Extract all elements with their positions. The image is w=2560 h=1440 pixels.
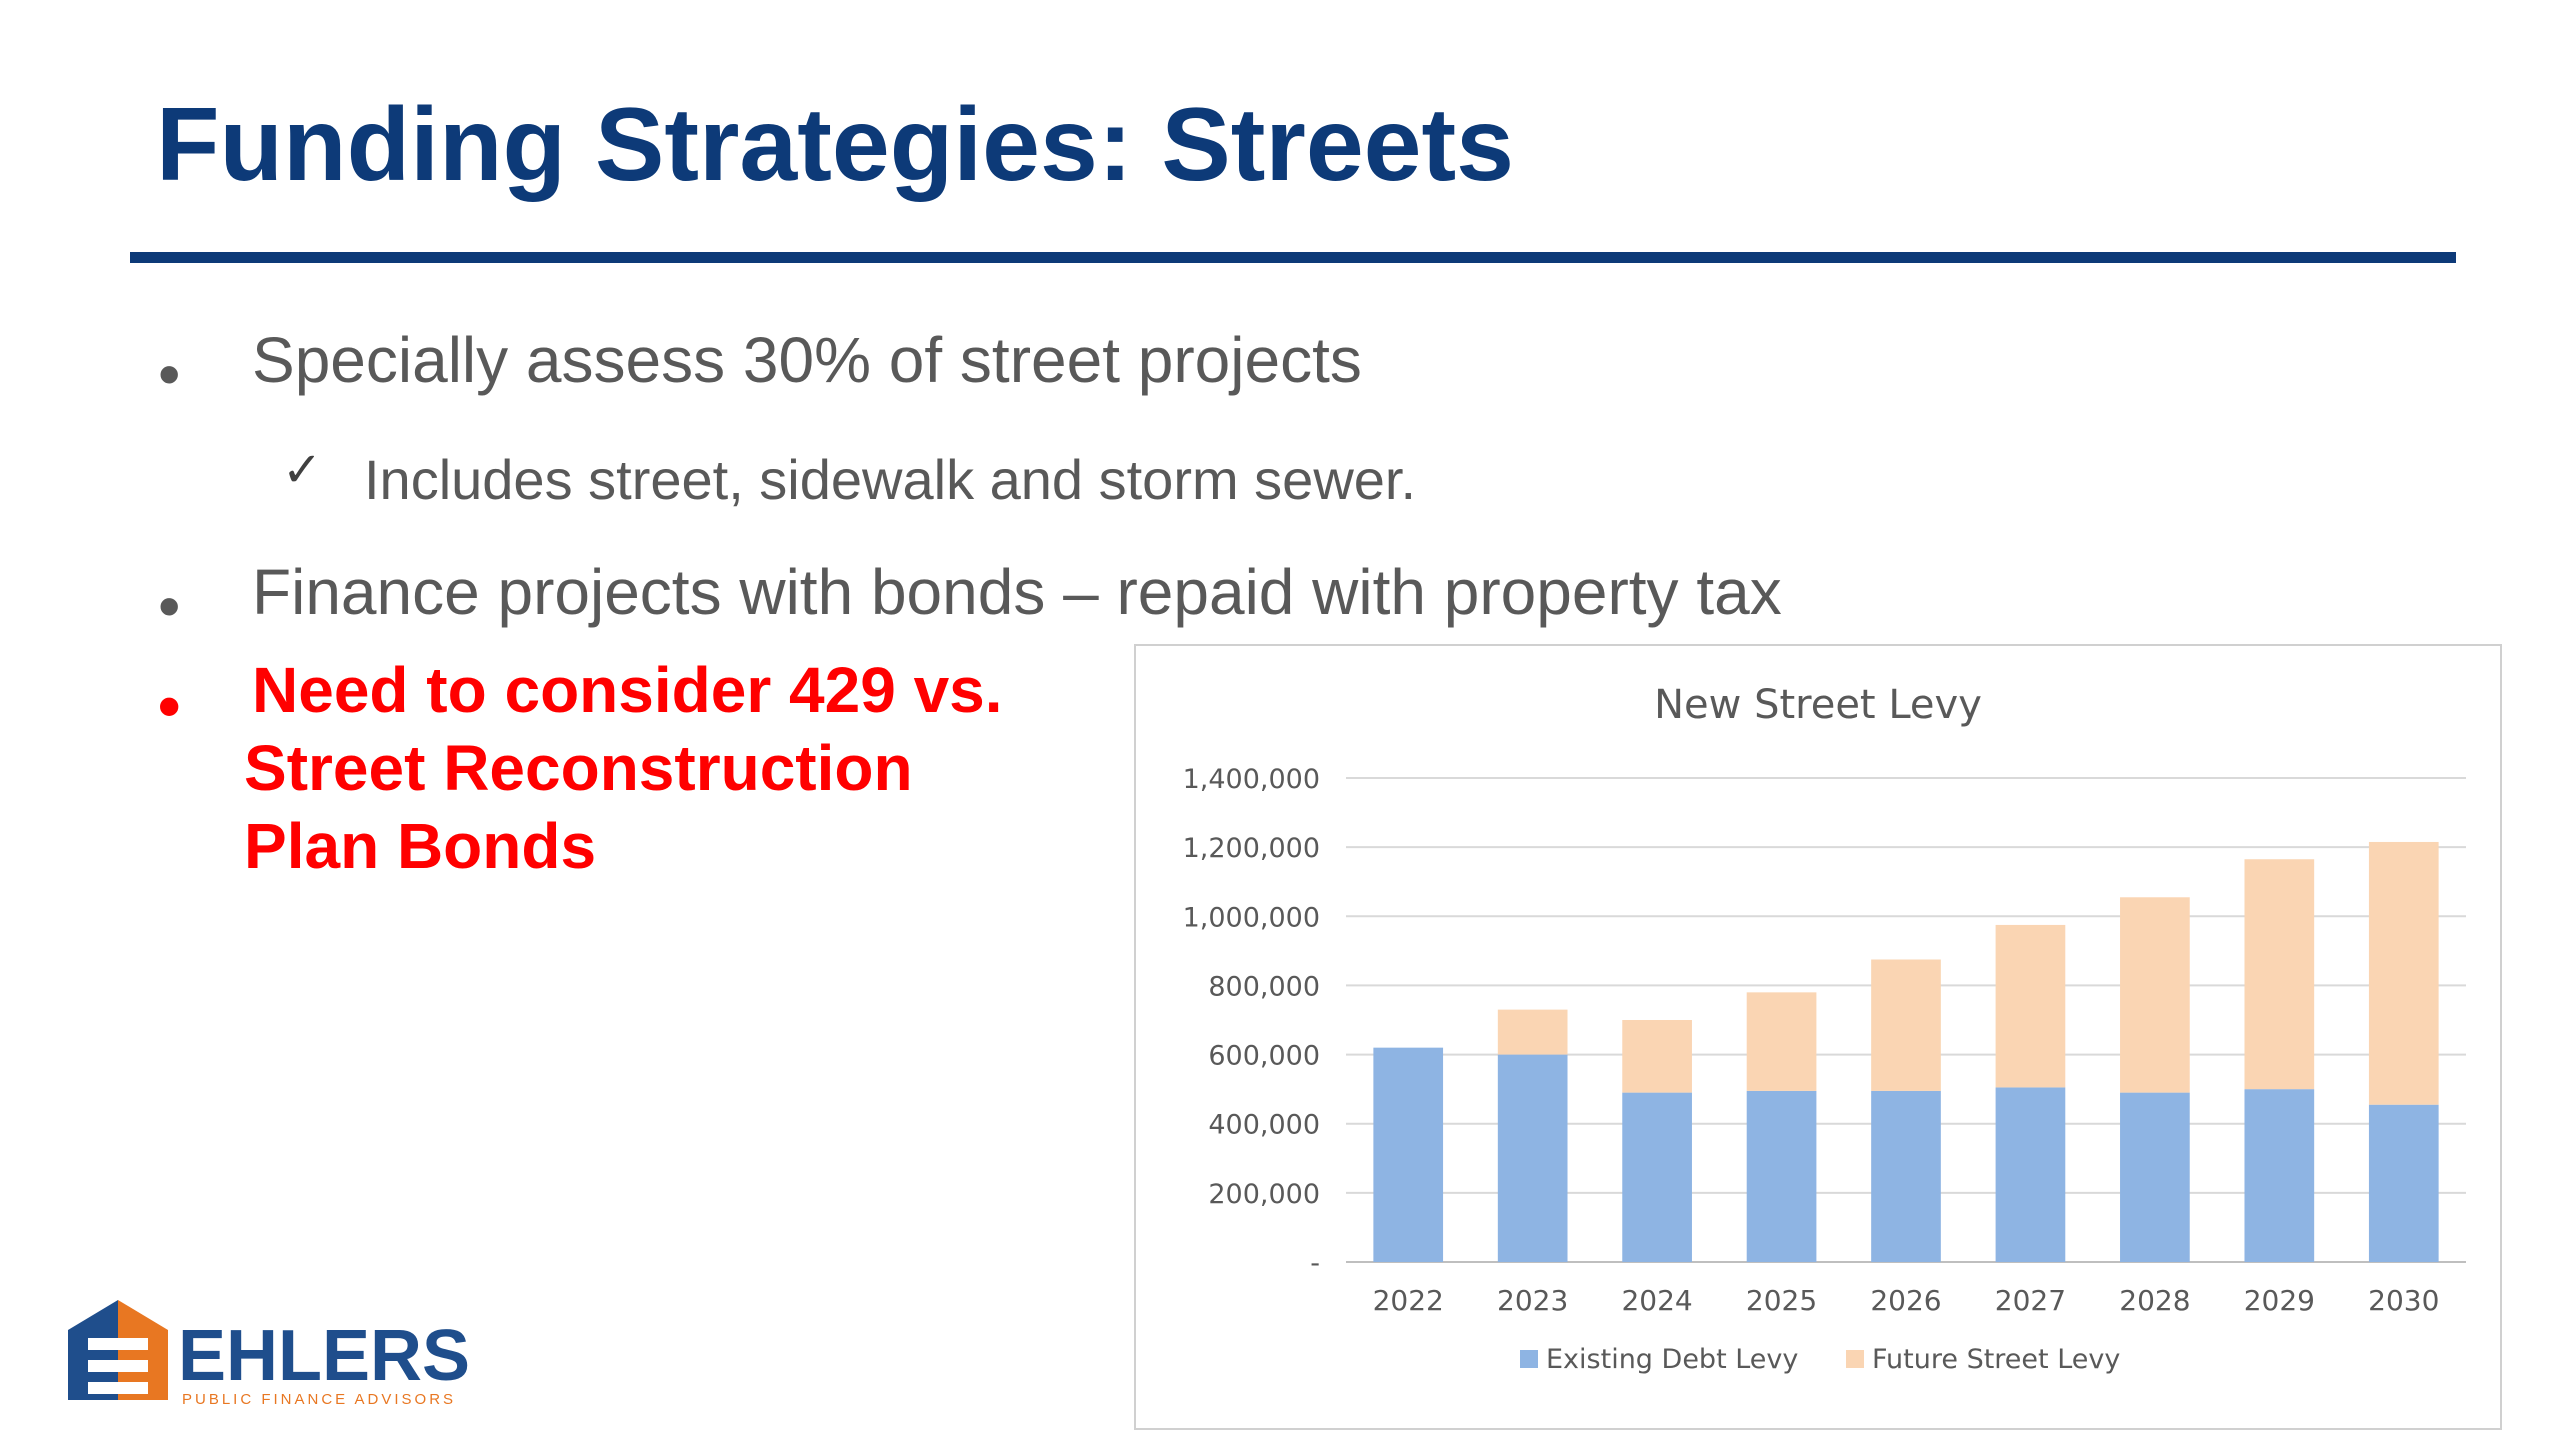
y-tick-label: 1,200,000 <box>1183 833 1320 864</box>
bullet-finance: Finance projects with bonds – repaid wit… <box>252 556 1782 628</box>
bar-future-street-2030 <box>2368 841 2439 1105</box>
bar-future-street-2025 <box>1746 992 1817 1091</box>
y-tick-label: 400,000 <box>1208 1110 1320 1141</box>
x-tick-label: 2027 <box>1995 1284 2066 1317</box>
bullet-marker-highlight: • <box>158 670 181 742</box>
bar-existing-debt-2026 <box>1871 1090 1941 1262</box>
y-tick-label: 1,400,000 <box>1183 764 1320 795</box>
x-tick-label: 2028 <box>2119 1284 2190 1317</box>
x-tick-label: 2030 <box>2368 1284 2439 1317</box>
slide-title: Funding Strategies: Streets <box>156 87 1514 203</box>
y-tick-label: - <box>1310 1248 1320 1279</box>
bar-future-street-2024 <box>1622 1020 1692 1093</box>
logo-tagline: PUBLIC FINANCE ADVISORS <box>182 1391 456 1408</box>
x-tick-label: 2024 <box>1621 1284 1692 1317</box>
bar-future-street-2027 <box>1995 924 2066 1088</box>
bar-future-street-2023 <box>1497 1009 1568 1055</box>
bar-future-street-2029 <box>2244 859 2315 1090</box>
y-tick-label: 1,000,000 <box>1183 902 1320 933</box>
highlight-line-2: Street Reconstruction <box>244 732 913 804</box>
x-tick-label: 2025 <box>1746 1284 1817 1317</box>
x-tick-label: 2029 <box>2244 1284 2315 1317</box>
bar-existing-debt-2028 <box>2120 1092 2190 1262</box>
x-tick-label: 2026 <box>1870 1284 1941 1317</box>
chart-title: New Street Levy <box>1654 682 1982 728</box>
bar-existing-debt-2024 <box>1622 1092 1692 1262</box>
y-tick-label: 600,000 <box>1208 1041 1320 1072</box>
y-tick-label: 200,000 <box>1208 1179 1320 1210</box>
title-divider <box>130 252 2456 263</box>
sub-bullet-includes: Includes street, sidewalk and storm sewe… <box>364 448 1417 511</box>
levy-chart: New Street Levy - 200,000 400,000 600,000 80… <box>1134 644 2502 1430</box>
x-tick-label: 2022 <box>1373 1284 1444 1317</box>
legend-label: Existing Debt Levy <box>1546 1344 1798 1375</box>
bar-existing-debt-2022 <box>1373 1047 1444 1262</box>
ehlers-logo: EHLERS PUBLIC FINANCE ADVISORS <box>68 1300 470 1408</box>
highlight-line-1: Need to consider 429 vs. <box>252 654 1003 726</box>
legend-swatch <box>1846 1350 1864 1368</box>
x-tick-label: 2023 <box>1497 1284 1568 1317</box>
bar-existing-debt-2030 <box>2368 1104 2439 1262</box>
bar-future-street-2028 <box>2120 897 2190 1093</box>
bar-existing-debt-2027 <box>1995 1087 2066 1262</box>
bullet-marker: • <box>158 338 181 410</box>
y-tick-label: 800,000 <box>1208 971 1320 1002</box>
bullet-marker: • <box>158 570 181 642</box>
bar-existing-debt-2023 <box>1497 1054 1568 1262</box>
bar-existing-debt-2029 <box>2244 1089 2315 1262</box>
legend-label: Future Street Levy <box>1872 1344 2120 1375</box>
legend-swatch <box>1520 1350 1538 1368</box>
bar-future-street-2026 <box>1871 959 1941 1091</box>
levy-chart-svg: New Street Levy - 200,000 400,000 600,000 80… <box>1183 682 2466 1375</box>
logo-wordmark: EHLERS <box>178 1316 470 1396</box>
checkmark-icon: ✓ <box>282 442 323 498</box>
bullet-assess: Specially assess 30% of street projects <box>252 324 1362 396</box>
highlight-line-3: Plan Bonds <box>244 810 597 882</box>
bar-existing-debt-2025 <box>1746 1090 1817 1262</box>
